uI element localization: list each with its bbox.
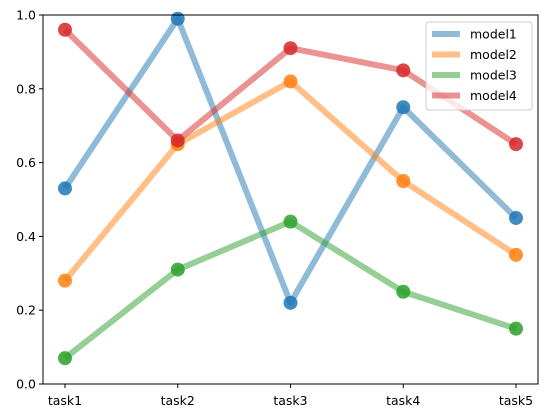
series-model1: [58, 11, 523, 310]
data-point: [509, 321, 523, 336]
y-tick-label: 0.8: [16, 81, 36, 96]
y-tick-label: 0.0: [16, 377, 36, 392]
legend-label: model4: [470, 88, 517, 103]
data-point: [58, 273, 72, 288]
legend-box: [425, 21, 533, 111]
x-tick-label: task4: [386, 393, 420, 408]
y-tick-label: 0.2: [16, 303, 36, 318]
series-model3: [58, 214, 523, 366]
data-point: [396, 174, 411, 189]
y-axis: 0.0 0.2 0.4 0.6 0.8 1.0: [16, 8, 43, 392]
data-point: [170, 11, 185, 26]
data-point: [58, 22, 72, 37]
data-point: [170, 133, 185, 148]
series-line: [62, 78, 518, 283]
data-point: [509, 137, 523, 152]
x-tick-label: task3: [273, 393, 307, 408]
x-tick-label: task5: [499, 393, 533, 408]
data-point: [283, 295, 298, 310]
data-point: [170, 262, 185, 277]
legend: model1 model2 model3 model4: [425, 21, 533, 111]
data-point: [58, 351, 72, 366]
x-tick-label: task2: [161, 393, 195, 408]
data-point: [396, 100, 411, 115]
data-point: [283, 74, 298, 89]
series-line: [63, 218, 517, 361]
y-tick-label: 0.4: [16, 229, 36, 244]
y-tick-label: 1.0: [16, 8, 36, 23]
data-point: [396, 63, 411, 78]
x-axis: task1 task2 task3 task4 task5: [48, 384, 533, 408]
y-tick-label: 0.6: [16, 155, 36, 170]
data-point: [509, 247, 523, 262]
legend-label: model2: [470, 47, 517, 62]
legend-label: model3: [470, 68, 517, 83]
data-point: [396, 284, 411, 299]
data-point: [509, 210, 523, 225]
data-point: [58, 181, 72, 196]
legend-label: model1: [470, 27, 517, 42]
data-point: [283, 41, 298, 56]
data-point: [283, 214, 298, 229]
x-tick-label: task1: [48, 393, 82, 408]
